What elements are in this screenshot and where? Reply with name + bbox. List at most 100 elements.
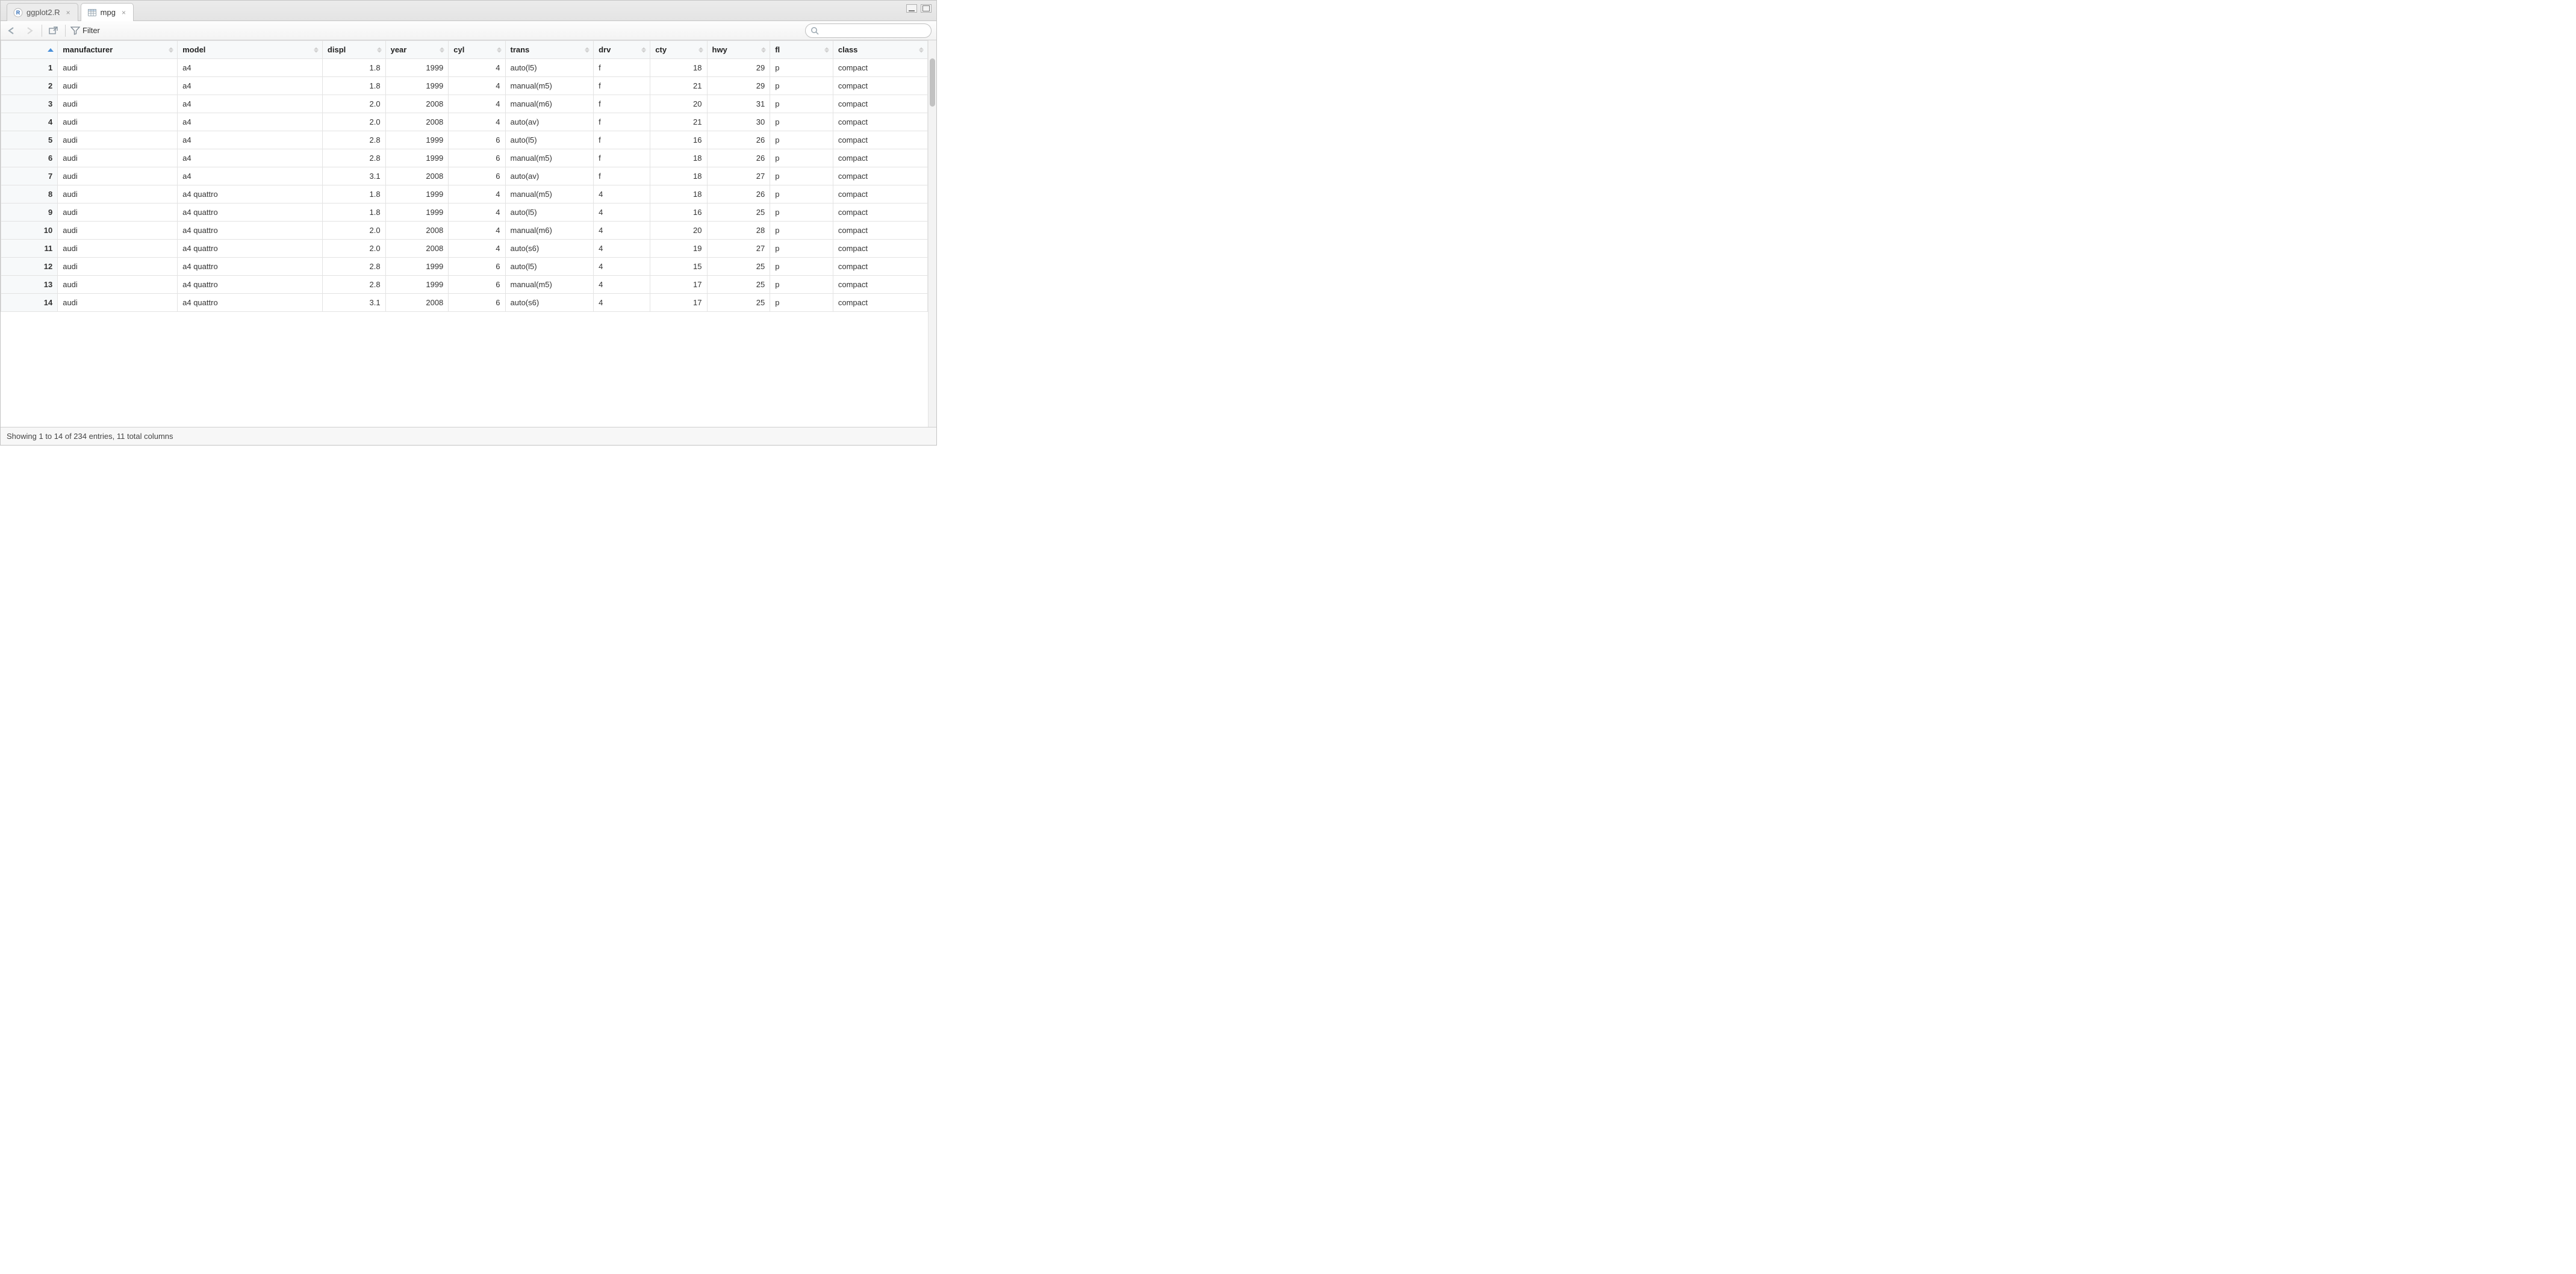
filter-button[interactable]: Filter [70, 26, 100, 35]
sort-icon [497, 47, 502, 52]
cell-class: compact [833, 185, 927, 204]
column-header-class[interactable]: class [833, 41, 927, 59]
column-header-manufacturer[interactable]: manufacturer [58, 41, 178, 59]
cell-fl: p [770, 59, 833, 77]
cell-fl: p [770, 149, 833, 167]
cell-fl: p [770, 276, 833, 294]
table-row[interactable]: 13audia4 quattro2.819996manual(m5)41725p… [1, 276, 928, 294]
cell-cyl: 6 [449, 131, 505, 149]
nav-forward-button[interactable] [23, 24, 37, 37]
column-header-displ[interactable]: displ [322, 41, 385, 59]
cell-year: 2008 [385, 113, 449, 131]
column-header-cty[interactable]: cty [650, 41, 707, 59]
cell-model: a4 quattro [178, 258, 323, 276]
table-row[interactable]: 9audia4 quattro1.819994auto(l5)41625pcom… [1, 204, 928, 222]
cell-model: a4 [178, 131, 323, 149]
table-row[interactable]: 6audia42.819996manual(m5)f1826pcompact [1, 149, 928, 167]
cell-drv: f [594, 167, 650, 185]
column-header-label: fl [775, 45, 780, 54]
close-tab-icon[interactable]: × [66, 8, 70, 17]
cell-displ: 2.8 [322, 149, 385, 167]
table-row[interactable]: 4audia42.020084auto(av)f2130pcompact [1, 113, 928, 131]
table-header: manufacturermodeldispl year cyl trans drv cty… [1, 41, 928, 59]
column-header-label: trans [511, 45, 530, 54]
maximize-pane-button[interactable] [921, 4, 932, 13]
cell-cty: 15 [650, 258, 707, 276]
cell-class: compact [833, 131, 927, 149]
table-row[interactable]: 11audia4 quattro2.020084auto(s6)41927pco… [1, 240, 928, 258]
cell-fl: p [770, 258, 833, 276]
cell-model: a4 quattro [178, 222, 323, 240]
table-row[interactable]: 1audia41.819994auto(l5)f1829pcompact [1, 59, 928, 77]
cell-hwy: 28 [707, 222, 770, 240]
cell-year: 2008 [385, 240, 449, 258]
cell-drv: 4 [594, 258, 650, 276]
cell-fl: p [770, 185, 833, 204]
cell-model: a4 [178, 77, 323, 95]
sort-icon [314, 47, 319, 52]
search-box[interactable] [805, 23, 932, 38]
minimize-pane-button[interactable] [906, 4, 917, 13]
cell-hwy: 29 [707, 77, 770, 95]
cell-cty: 17 [650, 294, 707, 312]
cell-cyl: 6 [449, 149, 505, 167]
cell-drv: 4 [594, 222, 650, 240]
cell-cyl: 4 [449, 185, 505, 204]
cell-trans: manual(m5) [505, 276, 594, 294]
table-row[interactable]: 7audia43.120086auto(av)f1827pcompact [1, 167, 928, 185]
column-header-model[interactable]: model [178, 41, 323, 59]
row-number-cell: 5 [1, 131, 58, 149]
table-row[interactable]: 2audia41.819994manual(m5)f2129pcompact [1, 77, 928, 95]
cell-trans: manual(m5) [505, 77, 594, 95]
cell-manufacturer: audi [58, 276, 178, 294]
column-header-fl[interactable]: fl [770, 41, 833, 59]
column-header-label: drv [599, 45, 611, 54]
cell-class: compact [833, 59, 927, 77]
table-scroll-region[interactable]: manufacturermodeldispl year cyl trans drv cty… [1, 40, 928, 427]
table-row[interactable]: 14audia4 quattro3.120086auto(s6)41725pco… [1, 294, 928, 312]
cell-manufacturer: audi [58, 204, 178, 222]
cell-drv: f [594, 59, 650, 77]
cell-cty: 20 [650, 222, 707, 240]
table-row[interactable]: 3audia42.020084manual(m6)f2031pcompact [1, 95, 928, 113]
table-row[interactable]: 5audia42.819996auto(l5)f1626pcompact [1, 131, 928, 149]
cell-manufacturer: audi [58, 77, 178, 95]
column-header-trans[interactable]: trans [505, 41, 594, 59]
column-header-label: year [391, 45, 407, 54]
tab-ggplot2-r[interactable]: R ggplot2.R × [7, 3, 78, 21]
cell-year: 2008 [385, 167, 449, 185]
cell-model: a4 [178, 149, 323, 167]
row-number-header[interactable] [1, 41, 58, 59]
cell-trans: manual(m5) [505, 185, 594, 204]
popout-window-button[interactable] [47, 24, 60, 37]
cell-cyl: 4 [449, 59, 505, 77]
cell-fl: p [770, 95, 833, 113]
table-row[interactable]: 12audia4 quattro2.819996auto(l5)41525pco… [1, 258, 928, 276]
cell-cty: 18 [650, 59, 707, 77]
table-body: 1audia41.819994auto(l5)f1829pcompact2aud… [1, 59, 928, 312]
cell-manufacturer: audi [58, 294, 178, 312]
scrollbar-thumb[interactable] [930, 58, 935, 107]
pane-window-controls [906, 4, 932, 13]
tab-mpg[interactable]: mpg × [81, 3, 134, 21]
table-row[interactable]: 8audia4 quattro1.819994manual(m5)41826pc… [1, 185, 928, 204]
close-tab-icon[interactable]: × [122, 8, 126, 17]
column-header-hwy[interactable]: hwy [707, 41, 770, 59]
column-header-drv[interactable]: drv [594, 41, 650, 59]
cell-drv: 4 [594, 294, 650, 312]
cell-cyl: 6 [449, 294, 505, 312]
cell-class: compact [833, 258, 927, 276]
column-header-year[interactable]: year [385, 41, 449, 59]
cell-displ: 3.1 [322, 294, 385, 312]
cell-trans: auto(s6) [505, 240, 594, 258]
table-row[interactable]: 10audia4 quattro2.020084manual(m6)42028p… [1, 222, 928, 240]
search-input[interactable] [823, 26, 926, 35]
column-header-label: hwy [712, 45, 727, 54]
sort-icon [169, 47, 173, 52]
row-number-cell: 9 [1, 204, 58, 222]
status-bar: Showing 1 to 14 of 234 entries, 11 total… [1, 427, 936, 445]
column-header-cyl[interactable]: cyl [449, 41, 505, 59]
vertical-scrollbar[interactable] [928, 40, 936, 427]
nav-back-button[interactable] [5, 24, 19, 37]
cell-year: 1999 [385, 258, 449, 276]
